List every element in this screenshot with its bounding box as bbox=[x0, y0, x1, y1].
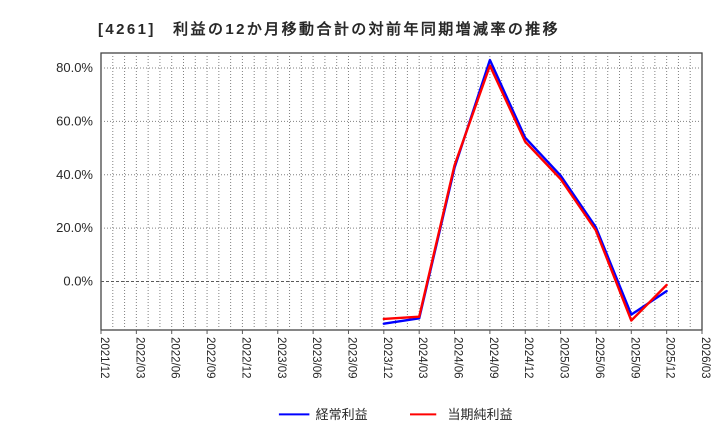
svg-text:2024/06: 2024/06 bbox=[452, 337, 464, 379]
svg-text:2024/09: 2024/09 bbox=[487, 337, 499, 379]
svg-text:2026/03: 2026/03 bbox=[699, 337, 711, 379]
svg-text:40.0%: 40.0% bbox=[56, 167, 93, 182]
svg-text:2024/03: 2024/03 bbox=[416, 337, 428, 379]
svg-text:2023/03: 2023/03 bbox=[275, 337, 287, 379]
svg-text:2023/06: 2023/06 bbox=[310, 337, 322, 379]
svg-text:2025/12: 2025/12 bbox=[664, 337, 676, 379]
svg-text:2025/09: 2025/09 bbox=[628, 337, 640, 379]
svg-text:80.0%: 80.0% bbox=[56, 60, 93, 75]
svg-text:2022/09: 2022/09 bbox=[204, 337, 216, 379]
svg-text:2021/12: 2021/12 bbox=[98, 337, 110, 379]
svg-text:経常利益: 経常利益 bbox=[316, 407, 368, 422]
svg-text:60.0%: 60.0% bbox=[56, 113, 93, 128]
svg-text:2023/12: 2023/12 bbox=[381, 337, 393, 379]
svg-text:2024/12: 2024/12 bbox=[522, 337, 534, 379]
svg-text:2022/12: 2022/12 bbox=[239, 337, 251, 379]
svg-text:2022/03: 2022/03 bbox=[133, 337, 145, 379]
svg-text:当期純利益: 当期純利益 bbox=[448, 407, 513, 422]
svg-text:2023/09: 2023/09 bbox=[345, 337, 357, 379]
svg-text:2025/03: 2025/03 bbox=[558, 337, 570, 379]
svg-text:0.0%: 0.0% bbox=[63, 274, 93, 289]
svg-text:2025/06: 2025/06 bbox=[593, 337, 605, 379]
svg-text:2022/06: 2022/06 bbox=[169, 337, 181, 379]
svg-text:20.0%: 20.0% bbox=[56, 220, 93, 235]
